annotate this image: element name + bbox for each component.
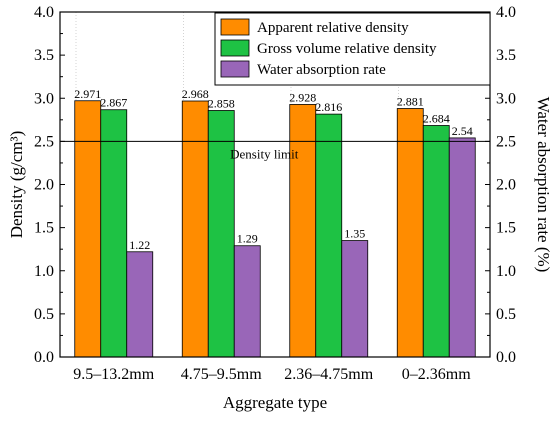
x-axis-title: Aggregate type xyxy=(223,393,327,412)
legend-swatch xyxy=(220,39,250,57)
bar xyxy=(126,251,154,358)
bar xyxy=(341,240,369,358)
legend-label: Water absorption rate xyxy=(257,62,386,78)
right-tick-label: 2.5 xyxy=(496,133,516,150)
left-tick-label: 4.0 xyxy=(34,4,54,21)
data-label: 1.29 xyxy=(237,232,258,246)
legend-label: Apparent relative density xyxy=(257,20,409,36)
data-label: 2.881 xyxy=(397,95,424,109)
right-tick-label: 1.0 xyxy=(496,263,516,280)
data-label: 2.928 xyxy=(289,90,316,104)
left-tick-label: 1.0 xyxy=(34,263,54,280)
bar xyxy=(315,113,343,358)
bar xyxy=(289,104,317,358)
legend-swatch xyxy=(220,60,250,78)
bars xyxy=(74,100,476,358)
right-tick-label: 3.5 xyxy=(496,47,516,64)
category-label: 4.75–9.5mm xyxy=(181,366,262,383)
legend-label: Gross volume relative density xyxy=(257,41,437,57)
category-label: 0–2.36mm xyxy=(402,366,471,383)
right-tick-label: 0.5 xyxy=(496,306,516,323)
right-tick-label: 2.0 xyxy=(496,177,516,194)
right-tick-label: 1.5 xyxy=(496,220,516,237)
left-tick-label: 1.5 xyxy=(34,220,54,237)
axes: 0.0 0.0 0.5 0.5 1.0 1.0 1.5 1.5 2.0 2.0 2.5 2.5 3.0 3… xyxy=(7,4,550,412)
bar xyxy=(181,100,209,358)
bar xyxy=(100,109,128,358)
right-tick-label: 0.0 xyxy=(496,349,516,366)
data-label: 2.858 xyxy=(208,96,235,110)
left-tick-label: 3.5 xyxy=(34,47,54,64)
category-label: 9.5–13.2mm xyxy=(73,366,154,383)
bar xyxy=(74,100,102,358)
data-label: 1.22 xyxy=(129,238,150,252)
left-tick-label: 2.0 xyxy=(34,177,54,194)
data-label: 2.867 xyxy=(100,96,127,110)
bar xyxy=(396,108,424,358)
legend[interactable]: Apparent relative density Gross volume re… xyxy=(214,12,491,86)
left-tick-label: 0.0 xyxy=(34,349,54,366)
left-tick-label: 2.5 xyxy=(34,133,54,150)
data-label: 2.816 xyxy=(315,100,342,114)
data-label: 2.54 xyxy=(452,124,473,138)
bar xyxy=(448,137,476,358)
data-label: 2.684 xyxy=(423,112,450,126)
right-axis-title: Water absorption rate (%) xyxy=(534,97,550,273)
left-tick-label: 0.5 xyxy=(34,306,54,323)
left-tick-label: 3.0 xyxy=(34,90,54,107)
density-limit-label: Density limit xyxy=(230,146,299,161)
left-axis-title: Density (g/cm³) xyxy=(7,131,26,239)
legend-swatch xyxy=(220,18,250,36)
density-limit: Density limit xyxy=(60,140,490,161)
category-label: 2.36–4.75mm xyxy=(284,366,373,383)
data-label: 2.968 xyxy=(182,87,209,101)
bar xyxy=(233,245,261,358)
bar xyxy=(422,125,450,358)
legend-box xyxy=(214,12,491,86)
right-tick-label: 3.0 xyxy=(496,90,516,107)
data-label: 2.971 xyxy=(74,87,101,101)
right-tick-label: 4.0 xyxy=(496,4,516,21)
data-label: 1.35 xyxy=(344,227,365,241)
